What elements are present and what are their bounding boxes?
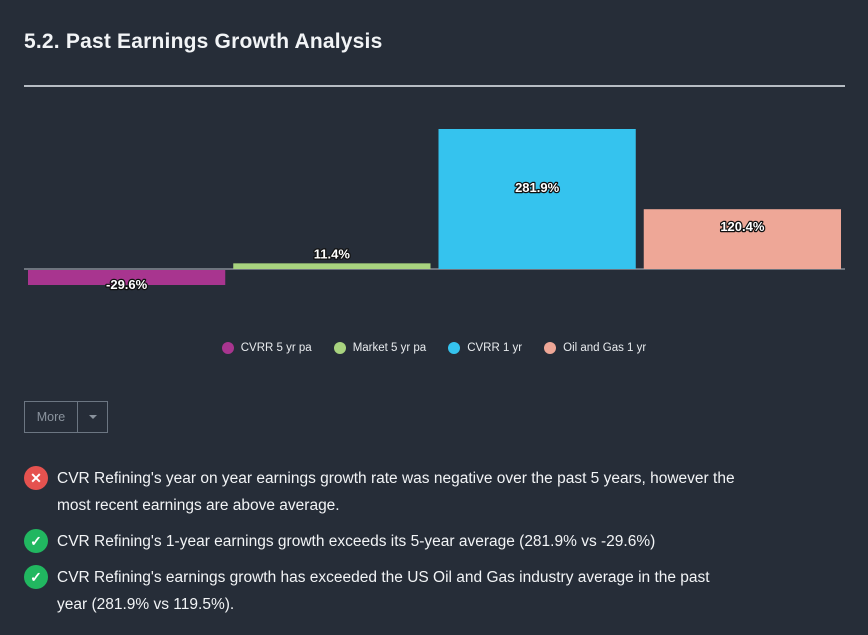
more-button-group: More [24, 401, 108, 433]
bar-market-5-yr-pa[interactable] [233, 263, 431, 269]
check-icon: ✓ [24, 529, 48, 553]
bar-data-label: 281.9% [515, 180, 560, 195]
legend-swatch [448, 342, 461, 354]
legend-swatch [221, 342, 234, 354]
legend-label: CVRR 1 yr [467, 342, 523, 354]
legend-item-cvrr-5yr[interactable]: CVRR 5 yr pa [221, 342, 312, 354]
check-item: ✓ CVR Refining's 1-year earnings growth … [24, 528, 744, 555]
legend-swatch [333, 342, 346, 354]
cross-icon: ✕ [24, 466, 48, 490]
bar-cvrr-5-yr-pa[interactable] [28, 270, 226, 285]
check-text: CVR Refining's 1-year earnings growth ex… [57, 533, 656, 550]
check-item: ✕ CVR Refining's year on year earnings g… [24, 465, 744, 519]
bar-cvrr-1-yr[interactable] [438, 129, 636, 269]
checks-list: ✕ CVR Refining's year on year earnings g… [24, 465, 744, 627]
title-divider [24, 85, 845, 87]
check-item: ✓ CVR Refining's earnings growth has exc… [24, 564, 744, 618]
legend-label: Market 5 yr pa [352, 342, 427, 354]
legend-label: CVRR 5 yr pa [240, 342, 312, 354]
bar-oil-and-gas-1-yr[interactable] [643, 209, 841, 269]
check-icon: ✓ [24, 565, 48, 589]
check-text: CVR Refining's year on year earnings gro… [57, 470, 735, 514]
chart-legend: CVRR 5 yr pa Market 5 yr pa CVRR 1 yr Oi… [0, 342, 868, 354]
more-button[interactable]: More [25, 402, 78, 432]
legend-item-market-5yr[interactable]: Market 5 yr pa [333, 342, 427, 354]
legend-item-oil-gas-1yr[interactable]: Oil and Gas 1 yr [544, 342, 646, 354]
legend-label: Oil and Gas 1 yr [563, 342, 647, 354]
caret-down-icon [88, 415, 97, 419]
check-text: CVR Refining's earnings growth has excee… [57, 569, 710, 613]
bar-data-label: 11.4% [314, 246, 351, 261]
earnings-growth-chart: -29.6% 11.4% 281.9% 120.4% [24, 129, 845, 293]
bar-data-label: -29.6% [106, 277, 148, 292]
bar-data-label: 120.4% [720, 219, 765, 234]
legend-item-cvrr-1yr[interactable]: CVRR 1 yr [448, 342, 522, 354]
legend-swatch [544, 342, 557, 354]
page-title: 5.2. Past Earnings Growth Analysis [24, 30, 383, 53]
more-dropdown-toggle[interactable] [78, 402, 107, 432]
